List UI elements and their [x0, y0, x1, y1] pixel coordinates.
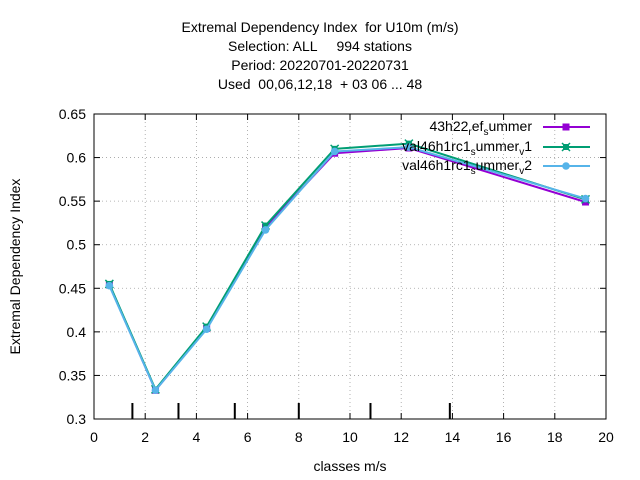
x-tick-label: 16 [496, 429, 512, 445]
x-tick-label: 4 [193, 429, 201, 445]
title-line-3: Period: 20220701-20220731 [231, 57, 409, 73]
y-tick-label: 0.55 [59, 193, 86, 209]
data-point [562, 162, 570, 170]
legend: 43h22refsummerval46h1rc1summerv1val46h1r… [402, 118, 590, 177]
data-point-cross [561, 142, 571, 152]
legend-label-part: s [471, 147, 476, 158]
x-tick-label: 8 [295, 429, 303, 445]
data-point [151, 386, 160, 395]
legend-label-part: ef [472, 118, 484, 134]
title-line-2: Selection: ALL 994 stations [228, 38, 412, 54]
legend-label: val46h1rc1summerv2 [402, 157, 532, 177]
legend-item-2: val46h1rc1summerv1 [402, 138, 590, 158]
title-line-1: Extremal Dependency Index for U10m (m/s) [181, 19, 459, 35]
x-tick-label: 6 [244, 429, 252, 445]
data-point [261, 226, 270, 234]
legend-item-1: 43h22refsummer [429, 118, 590, 138]
legend-label-part: s [483, 127, 488, 138]
x-tick-label: 12 [393, 429, 409, 445]
legend-label: val46h1rc1summerv1 [402, 138, 532, 158]
legend-label-part: v [519, 147, 524, 158]
y-axis-label: Extremal Dependency Index [7, 179, 23, 355]
x-tick-label: 10 [342, 429, 358, 445]
x-tick-label: 14 [445, 429, 461, 445]
legend-label-part: s [471, 166, 476, 177]
series-line [108, 146, 586, 392]
y-tick-label: 0.3 [67, 411, 87, 427]
series-1 [105, 144, 590, 394]
x-tick-label: 20 [598, 429, 614, 445]
y-tick-label: 0.5 [67, 237, 87, 253]
axis-ticks: 0 2 4 6 8 10 12 14 16 18 200.30.350.40.450.50.550.… [59, 106, 614, 445]
legend-label-part: val46h1rc1 [402, 157, 471, 173]
series-3 [105, 143, 590, 395]
y-tick-label: 0.65 [59, 106, 86, 122]
legend-label-part: v [519, 166, 524, 177]
title-line-4: Used 00,06,12,18 + 03 06 ... 48 [217, 76, 423, 92]
y-tick-label: 0.6 [67, 150, 87, 166]
data-point [330, 147, 339, 156]
legend-label-part: r [468, 127, 472, 138]
y-tick-label: 0.35 [59, 367, 86, 383]
grid [94, 114, 606, 419]
data-point [105, 281, 114, 290]
data-point [562, 123, 570, 131]
class-boundaries [131, 403, 451, 419]
legend-label-part: ummer [476, 157, 520, 173]
legend-item-3: val46h1rc1summerv2 [402, 157, 590, 177]
x-tick-label: 18 [547, 429, 563, 445]
y-tick-label: 0.45 [59, 280, 86, 296]
data-point [405, 143, 413, 151]
data-point [202, 325, 211, 334]
legend-label-part: ummer [488, 118, 532, 134]
legend-label-part: 1 [524, 138, 532, 154]
y-tick-label: 0.4 [67, 324, 87, 340]
series-line [108, 146, 586, 392]
x-tick-label: 2 [141, 429, 149, 445]
series-group [104, 139, 591, 395]
data-point [581, 194, 590, 203]
legend-label: 43h22refsummer [429, 118, 532, 138]
legend-label-part: val46h1rc1 [402, 138, 471, 154]
x-axis-label: classes m/s [313, 458, 386, 474]
legend-label-part: 2 [524, 157, 532, 173]
legend-label-part: 43h22 [429, 118, 468, 134]
legend-label-part: ummer [476, 138, 520, 154]
x-tick-label: 0 [90, 429, 98, 445]
